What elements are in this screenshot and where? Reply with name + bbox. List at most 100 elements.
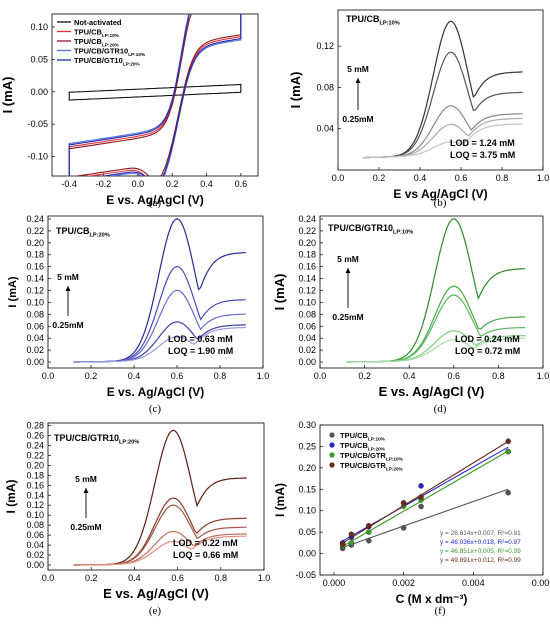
panel-d: 0.0 0.2 0.4 0.6 0.8 1.0 0.00 0.02 0.04 0.06 0.08 0.… — [272, 214, 549, 399]
x-tick-label: 0.6 — [171, 573, 184, 583]
arrow-head — [65, 286, 71, 291]
legend-label: TPU/CB/GTR10LP:10% — [74, 47, 146, 57]
plot-frame — [319, 424, 544, 576]
y-axis-label: I (mA) — [288, 72, 303, 109]
x-tick-label: 0.4 — [200, 179, 213, 189]
panel-e: 0.0 0.2 0.4 0.6 0.8 1.00.000.020.040.060.080.… — [4, 420, 270, 601]
y-tick-label: 0.24 — [26, 440, 44, 450]
y-tick-label: 0.20 — [26, 460, 44, 470]
y-tick-label: 0.08 — [316, 82, 334, 92]
loq-label: LOQ = 0.66 mM — [173, 550, 238, 560]
y-tick-label: 0.04 — [316, 124, 334, 134]
conc-low-label: 0.25mM — [70, 522, 101, 532]
data-point — [418, 494, 424, 500]
y-tick-label: 0.14 — [298, 274, 316, 284]
x-tick-label: 0.2 — [373, 173, 386, 183]
panel-caption: (b) — [434, 197, 447, 209]
x-tick-label: 0.0 — [332, 173, 345, 183]
y-tick-label: 0.04 — [26, 540, 44, 550]
x-tick-label: 0.6 — [455, 173, 468, 183]
y-tick-label: 0.16 — [298, 262, 316, 272]
conc-high-label: 5 mM — [75, 474, 97, 484]
y-axis-label: I (mA) — [273, 483, 287, 517]
legend-label: TPU/CBLP:20% — [74, 37, 120, 47]
y-tick-label: 0.12 — [26, 286, 44, 296]
data-point — [505, 438, 511, 445]
x-tick-label: 1.0 — [537, 371, 550, 381]
y-tick-label: 0.02 — [26, 550, 44, 560]
loq-label: LOQ = 3.75 mM — [450, 150, 515, 160]
plot-frame — [337, 9, 544, 171]
series-line — [73, 326, 246, 363]
series-line — [68, 14, 242, 176]
legend-marker — [329, 432, 335, 438]
x-tick-label: 0.8 — [215, 573, 228, 583]
x-tick-label: 0.8 — [214, 371, 227, 381]
conc-low-label: 0.25mM — [342, 114, 373, 124]
lod-label: LOD = 0.22 mM — [173, 538, 238, 548]
x-tick-label: 0.0 — [42, 371, 55, 381]
conc-low-label: 0.25mM — [332, 312, 363, 322]
data-point — [418, 503, 424, 510]
y-tick-label: 0.06 — [26, 530, 44, 540]
x-tick-label: 0.006 — [532, 578, 550, 588]
y-tick-label: 0.12 — [316, 41, 334, 51]
y-tick-label: 0.10 — [26, 297, 44, 307]
y-tick-label: 0.12 — [26, 500, 44, 510]
x-tick-label: 1.0 — [258, 573, 271, 583]
y-tick-label: 0.22 — [26, 226, 44, 236]
x-tick-label: 1.0 — [537, 173, 550, 183]
panel-a: -0.4 -0.2 0.0 0.2 0.4 0.6 -0.10 -0.05 0.00 0.05 0.… — [0, 13, 259, 207]
data-point — [339, 541, 346, 547]
panel-title: TPU/CBLP:10% — [346, 14, 400, 27]
y-tick-label: 0.06 — [26, 321, 44, 331]
y-tick-label: 0.10 — [30, 22, 48, 32]
data-point — [348, 531, 355, 538]
y-tick-label: 0.30 — [298, 420, 316, 430]
y-tick-label: 0.08 — [26, 309, 44, 319]
y-tick-label: 0.05 — [298, 527, 316, 537]
y-tick-label: 0.20 — [298, 238, 316, 248]
legend-label: TPU/CBLP:10% — [340, 431, 386, 441]
panel-caption: (d) — [434, 403, 447, 415]
legend-marker — [329, 452, 335, 458]
y-tick-label: 0.28 — [26, 420, 44, 430]
y-tick-label: 0.10 — [298, 297, 316, 307]
plot-frame — [47, 422, 265, 571]
arrow-head — [355, 78, 361, 83]
x-axis-label: E vs. Ag/AgCl (V) — [107, 385, 205, 399]
y-tick-label: 0.18 — [26, 470, 44, 480]
x-axis-label: C (M x dm⁻³) — [396, 592, 468, 606]
series-line — [362, 123, 523, 159]
x-tick-label: 0.6 — [171, 371, 184, 381]
x-tick-label: 0.2 — [85, 371, 98, 381]
data-point — [348, 540, 355, 546]
lod-label: LOD = 0.24 mM — [455, 334, 520, 344]
y-axis-label: I (mA) — [7, 276, 19, 308]
series-line — [346, 337, 526, 363]
x-axis-label: E vs Ag/AgCl (V) — [393, 187, 487, 201]
panel-caption: (f) — [435, 605, 446, 617]
conc-high-label: 5 mM — [57, 272, 79, 282]
x-tick-label: 0.002 — [392, 578, 415, 588]
y-tick-label: 0.20 — [298, 463, 316, 473]
y-tick-label: 0.12 — [298, 286, 316, 296]
data-point — [366, 522, 372, 529]
plot-frame — [47, 215, 264, 369]
data-point — [400, 525, 407, 531]
x-tick-label: 0.2 — [166, 179, 179, 189]
x-tick-label: 0.0 — [314, 371, 327, 381]
panel-c: 0.0 0.2 0.4 0.6 0.8 1.0 0.00 0.02 0.04 0.06 0.08 0.… — [7, 214, 269, 399]
conc-high-label: 5 mM — [337, 254, 359, 264]
y-tick-label: -0.10 — [27, 152, 48, 162]
legend-label: TPU/CBLP:10% — [74, 28, 120, 38]
y-tick-label: 0.02 — [298, 345, 316, 355]
lod-label: LOD = 1.24 mM — [450, 138, 515, 148]
y-tick-label: 0.18 — [298, 250, 316, 260]
plot-frame — [51, 13, 259, 177]
y-tick-label: 0.08 — [298, 309, 316, 319]
lod-label: LOD = 0.63 mM — [168, 334, 233, 344]
y-tick-label: 0.02 — [26, 345, 44, 355]
plot-frame — [319, 215, 544, 369]
data-point — [400, 500, 407, 506]
